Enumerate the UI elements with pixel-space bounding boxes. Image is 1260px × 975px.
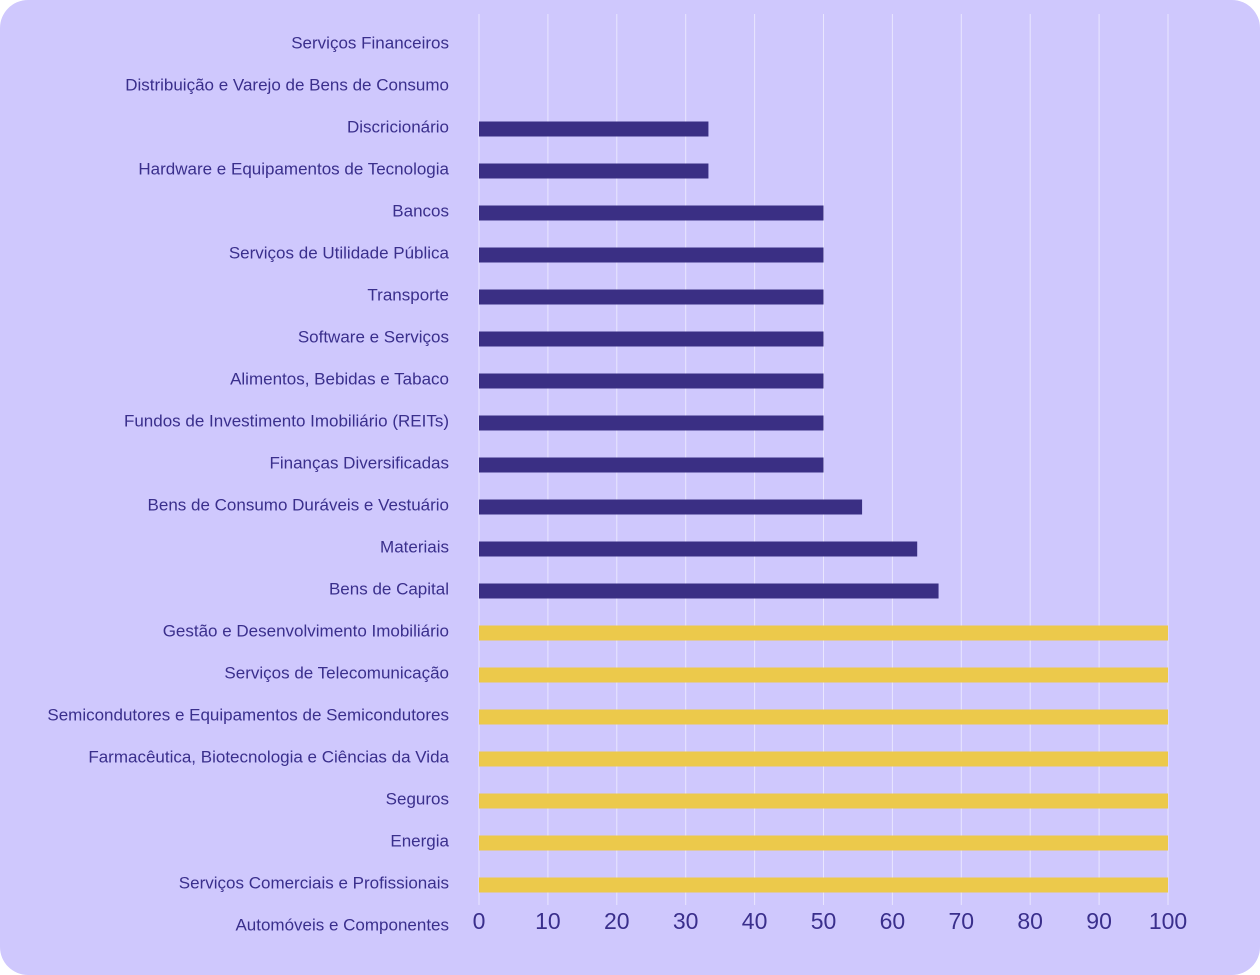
bar	[479, 751, 1168, 767]
x-tick-label: 10	[535, 908, 561, 934]
category-label: Fundos de Investimento Imobiliário (REIT…	[124, 412, 449, 431]
x-tick-label: 30	[673, 908, 699, 934]
category-label: Hardware e Equipamentos de Tecnologia	[138, 160, 449, 179]
bar	[479, 667, 1168, 683]
bar	[479, 415, 824, 431]
bar	[479, 121, 709, 137]
category-label: Materiais	[380, 538, 449, 557]
x-tick-label: 70	[949, 908, 975, 934]
category-label: Bens de Capital	[329, 580, 449, 599]
x-tick-label: 0	[473, 908, 486, 934]
category-label: Software e Serviços	[298, 328, 449, 347]
bar	[479, 247, 824, 263]
category-label: Seguros	[386, 790, 449, 809]
category-label: Discricionário	[347, 118, 449, 137]
category-label: Semicondutores e Equipamentos de Semicon…	[47, 706, 449, 725]
bar	[479, 331, 824, 347]
category-label: Finanças Diversificadas	[269, 454, 449, 473]
category-label: Farmacêutica, Biotecnologia e Ciências d…	[88, 748, 449, 767]
category-label: Distribuição e Varejo de Bens de Consumo	[125, 76, 449, 95]
category-label: Bancos	[392, 202, 449, 221]
bar	[479, 373, 824, 389]
bar	[479, 877, 1168, 893]
category-label: Alimentos, Bebidas e Tabaco	[230, 370, 449, 389]
bar	[479, 793, 1168, 809]
category-labels: Serviços Financeiros Distribuição e Varej…	[47, 34, 449, 935]
x-tick-label: 100	[1149, 908, 1187, 934]
category-label: Serviços de Telecomunicação	[224, 664, 449, 683]
category-label: Bens de Consumo Duráveis e Vestuário	[148, 496, 449, 515]
category-label: Gestão e Desenvolvimento Imobiliário	[163, 622, 449, 641]
bar	[479, 583, 939, 599]
bar	[479, 499, 863, 515]
x-tick-label: 80	[1017, 908, 1043, 934]
x-axis-ticks: 0 10 20 30 40 50 60 70 80 90 100	[473, 908, 1188, 934]
bar	[479, 163, 709, 179]
x-tick-label: 40	[742, 908, 768, 934]
bar	[479, 457, 824, 473]
x-tick-label: 50	[811, 908, 837, 934]
x-tick-label: 60	[880, 908, 906, 934]
category-label: Serviços Comerciais e Profissionais	[179, 874, 449, 893]
category-label: Transporte	[367, 286, 449, 305]
bar	[479, 625, 1168, 641]
bars	[479, 121, 1168, 893]
bar	[479, 541, 918, 557]
category-label: Automóveis e Componentes	[235, 916, 449, 935]
x-tick-label: 90	[1086, 908, 1112, 934]
bar	[479, 709, 1168, 725]
category-label: Serviços Financeiros	[291, 34, 449, 53]
bar	[479, 289, 824, 305]
category-label: Serviços de Utilidade Pública	[229, 244, 450, 263]
category-label: Energia	[390, 832, 449, 851]
bar	[479, 205, 824, 221]
x-tick-label: 20	[604, 908, 630, 934]
bar	[479, 835, 1168, 851]
